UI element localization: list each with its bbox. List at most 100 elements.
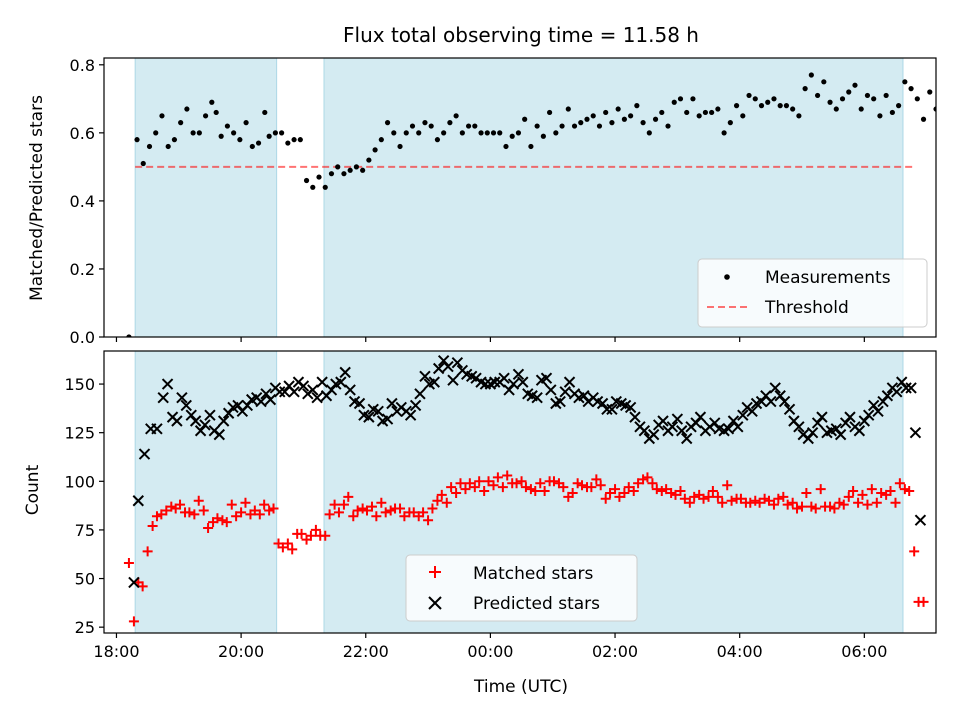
matched-stars-point [647,478,658,489]
measurement-point [171,137,178,143]
measurement-point [165,143,171,150]
measurement-point [771,96,777,102]
bottom-legend: Matched stars Predicted stars [405,554,638,622]
predicted-stars-point [307,384,319,396]
matched-stars-point [264,505,275,516]
matched-stars-point [142,546,153,557]
measurement-point [472,123,478,129]
top-y-tick-label: 0.8 [70,56,95,75]
predicted-stars-point [563,376,576,388]
matched-stars-point [226,499,237,510]
matched-stars-point [899,484,910,495]
measurement-point [634,103,640,109]
chart-title: Flux total observing time = 11.58 h [343,23,699,47]
measurement-point [946,86,951,91]
measurement-point [490,130,497,136]
measurement-point [202,113,209,119]
predicted-stars-point [260,388,272,400]
predicted-stars-point [877,395,889,408]
predicted-stars-point [199,419,211,431]
predicted-stars-point [853,425,866,437]
matched-stars-point [628,486,639,497]
measurement-point [590,113,596,119]
measurement-point [671,99,677,105]
matched-stars-point [137,581,148,592]
measurement-point [603,109,609,116]
matched-stars-point [829,503,840,514]
measurement-point [615,106,621,112]
matched-stars-point [497,482,508,493]
measurement-point [547,109,553,116]
predicted-stars-point [339,366,351,379]
predicted-stars-point [386,397,398,410]
measurement-point [628,113,634,119]
measurement-point [249,143,255,150]
measurement-point [796,113,802,119]
measurement-point [528,143,534,150]
predicted-stars-point [732,421,744,433]
measurement-point [218,133,224,139]
measurement-point [366,157,372,163]
bottom-y-tick-label: 150 [64,375,95,394]
matched-stars-point [904,486,915,497]
matched-stars-point [703,491,714,502]
top-y-tick-label: 0.4 [70,192,95,211]
matched-stars-point [857,489,868,500]
matched-stars-point [333,507,344,518]
predicted-stars-point [834,428,847,441]
matched-stars-point [619,487,630,498]
predicted-stars-point [802,432,814,445]
measurement-point [758,103,765,109]
matched-stars-point [357,503,368,514]
measurement-point [752,96,758,102]
measurement-point [914,96,920,102]
predicted-stars-point [335,376,347,388]
matched-stars-point [595,480,606,491]
x-tick-label: 22:00 [343,642,389,661]
matched-stars-point [885,486,896,497]
predicted-stars-point [503,384,515,396]
predicted-stars-point [128,576,140,589]
matched-stars-point [305,530,316,541]
measurement-point [896,103,902,109]
predicted-stars-point [867,399,880,412]
predicted-stars-point [414,388,426,400]
legend-predicted-label: Predicted stars [473,594,600,614]
bottom-y-axis-label: Count [23,464,43,515]
measurement-point [690,96,696,102]
measurement-point [224,123,230,129]
measurement-point [659,109,665,116]
predicted-stars-point [451,356,464,369]
predicted-stars-point [213,428,226,441]
predicted-stars-point [517,376,529,388]
predicted-stars-point [844,411,856,423]
predicted-stars-point [839,417,852,429]
measurement-point [814,92,821,99]
top-legend-box [697,258,928,328]
matched-stars-point [287,544,298,555]
matched-stars-point [427,503,438,514]
matched-stars-point [548,476,559,487]
matched-stars-point [423,515,434,526]
measurement-point [447,120,453,126]
bottom-y-tick-label: 25 [75,618,95,637]
measurement-point [213,109,219,116]
predicted-stars-point [157,391,169,404]
measurement-point [146,143,153,150]
predicted-stars-point [896,376,908,388]
matched-stars-point [843,491,854,502]
measurement-point [515,130,522,136]
measurement-point [908,86,914,92]
matched-stars-point [577,480,588,491]
matched-stars-point [797,501,808,512]
measurement-point [328,171,335,177]
predicted-stars-point [512,368,525,381]
matched-stars-point [128,616,139,627]
matched-stars-point [525,484,536,495]
measurement-point [190,130,196,136]
predicted-stars-point [681,432,693,445]
matched-stars-point [707,486,718,497]
matched-stars-point [175,499,186,510]
measurement-point [609,120,615,126]
matched-stars-point [712,491,723,502]
